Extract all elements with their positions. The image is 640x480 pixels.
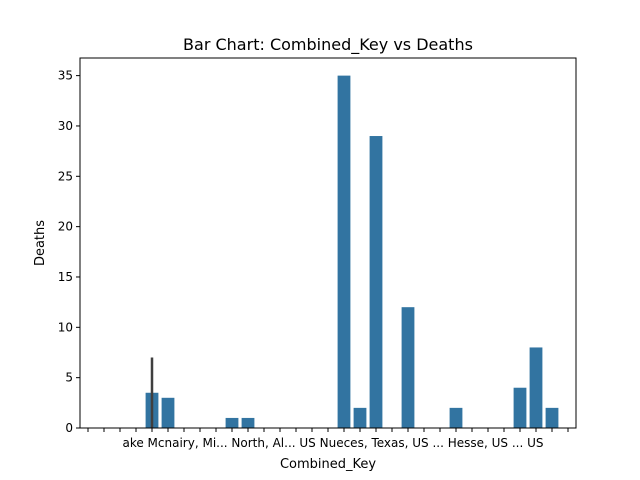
y-tick-label: 20 xyxy=(58,220,73,234)
bar-5 xyxy=(161,397,175,428)
x-axis-label: Combined_Key xyxy=(280,457,376,472)
y-tick-label: 0 xyxy=(65,421,73,435)
y-axis: 0 5 10 15 20 25 30 35 xyxy=(58,69,80,435)
x-tick-labels-overlap: ake Mcnairy, Mi... North, Al... US Nuece… xyxy=(122,436,543,450)
plot-frame xyxy=(79,57,577,429)
bar-27 xyxy=(513,387,527,428)
bar-10 xyxy=(241,417,255,428)
bar-28 xyxy=(529,347,543,428)
y-tick-label: 30 xyxy=(58,119,73,133)
y-axis-label: Deaths xyxy=(33,220,48,266)
x-axis xyxy=(87,428,569,432)
bar-16 xyxy=(337,75,351,428)
bar-9 xyxy=(225,417,239,428)
y-tick-label: 15 xyxy=(58,270,73,284)
y-tick-label: 5 xyxy=(65,371,73,385)
bars-group xyxy=(145,75,559,428)
bar-20 xyxy=(401,307,415,428)
y-tick-label: 25 xyxy=(58,169,73,183)
y-tick-label: 10 xyxy=(58,320,73,334)
bar-23 xyxy=(449,407,463,428)
bar-17 xyxy=(353,407,367,428)
bar-18 xyxy=(369,136,383,428)
bar-29 xyxy=(545,407,559,428)
chart-title: Bar Chart: Combined_Key vs Deaths xyxy=(183,35,473,55)
y-tick-label: 35 xyxy=(58,69,73,83)
